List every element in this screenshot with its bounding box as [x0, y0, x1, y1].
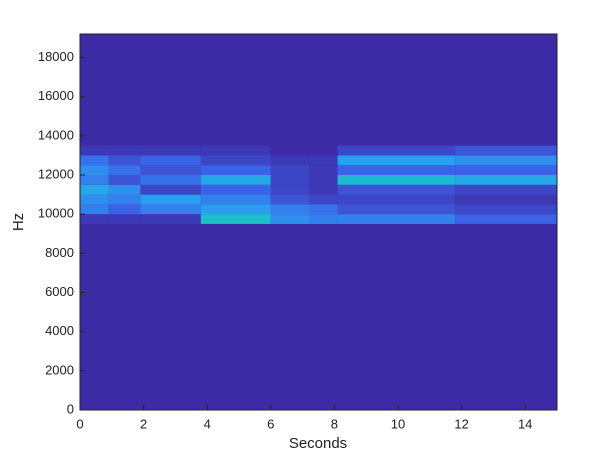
- cell: [108, 204, 141, 215]
- cell: [140, 184, 201, 195]
- cell: [200, 155, 271, 166]
- cell: [308, 175, 338, 185]
- cell: [455, 175, 557, 185]
- cell: [80, 214, 109, 224]
- cell: [337, 155, 456, 166]
- cell: [337, 204, 456, 215]
- cell: [200, 165, 271, 175]
- x-tick-label: 8: [331, 416, 338, 431]
- x-axis-label: Seconds: [289, 435, 347, 452]
- cell: [80, 165, 109, 175]
- cell: [140, 204, 201, 215]
- x-tick-label: 2: [140, 416, 147, 431]
- cell: [308, 214, 338, 224]
- cell: [270, 175, 309, 185]
- cell: [308, 145, 338, 156]
- y-tick-label: 18000: [38, 49, 74, 64]
- cell: [270, 214, 309, 224]
- cell: [308, 204, 338, 215]
- cell: [200, 145, 271, 156]
- x-tick-label: 12: [454, 416, 468, 431]
- plot-frame: [79, 33, 558, 411]
- cell: [200, 204, 271, 215]
- cell: [80, 194, 109, 205]
- cell: [270, 155, 309, 166]
- cell: [337, 175, 456, 185]
- cell: [200, 184, 271, 195]
- y-tick-label: 12000: [38, 166, 74, 181]
- cell: [270, 204, 309, 215]
- cell: [270, 194, 309, 205]
- cell: [337, 184, 456, 195]
- cell: [308, 165, 338, 175]
- x-tick-label: 6: [267, 416, 274, 431]
- cell: [200, 214, 271, 224]
- x-tick-label: 14: [518, 416, 532, 431]
- cell: [200, 194, 271, 205]
- cell: [337, 194, 456, 205]
- cell: [455, 145, 557, 156]
- y-tick-label: 2000: [45, 362, 74, 377]
- cell: [80, 184, 109, 195]
- cell: [108, 214, 141, 224]
- cell: [108, 155, 141, 166]
- y-axis-label: Hz: [10, 213, 27, 231]
- cell: [140, 145, 201, 156]
- cell: [140, 214, 201, 224]
- cell: [337, 214, 456, 224]
- y-tick-label: 14000: [38, 127, 74, 142]
- cell: [108, 145, 141, 156]
- cell: [308, 184, 338, 195]
- cell: [270, 184, 309, 195]
- cell: [80, 145, 109, 156]
- cell: [140, 175, 201, 185]
- cell: [455, 194, 557, 205]
- x-tick-label: 0: [76, 416, 83, 431]
- cell: [337, 145, 456, 156]
- cell: [80, 175, 109, 185]
- cell: [108, 165, 141, 175]
- y-tick-label: 10000: [38, 206, 74, 221]
- x-tick-label: 4: [204, 416, 211, 431]
- y-tick-label: 0: [67, 401, 74, 416]
- cell: [108, 175, 141, 185]
- cell: [308, 194, 338, 205]
- cell: [80, 204, 109, 215]
- cell: [140, 155, 201, 166]
- cell: [337, 165, 456, 175]
- cell: [270, 145, 309, 156]
- cell: [455, 184, 557, 195]
- cell: [108, 184, 141, 195]
- cell: [80, 155, 109, 166]
- y-tick-label: 16000: [38, 88, 74, 103]
- cell: [140, 194, 201, 205]
- cell: [455, 165, 557, 175]
- y-tick-label: 6000: [45, 284, 74, 299]
- y-tick-label: 4000: [45, 323, 74, 338]
- y-tick-label: 8000: [45, 245, 74, 260]
- cell: [455, 204, 557, 215]
- cell: [455, 214, 557, 224]
- cell: [140, 165, 201, 175]
- cell: [108, 194, 141, 205]
- cell: [200, 175, 271, 185]
- cell: [308, 155, 338, 166]
- x-tick-label: 10: [391, 416, 405, 431]
- cell: [270, 165, 309, 175]
- cell: [455, 155, 557, 166]
